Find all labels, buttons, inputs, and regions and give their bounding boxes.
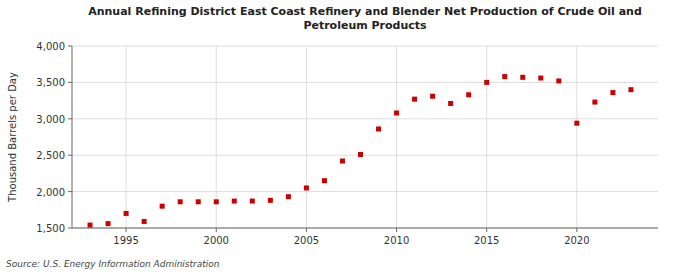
grid-line xyxy=(72,191,658,192)
point xyxy=(628,87,633,92)
point xyxy=(340,159,345,164)
point xyxy=(466,92,471,97)
point xyxy=(268,198,273,203)
axes: 1,500 2,000 2,500 3,000 3,500 4,000 1995 2000 20… xyxy=(36,41,658,246)
tick-mark xyxy=(68,82,72,83)
point xyxy=(394,110,399,115)
tick-mark xyxy=(306,228,307,232)
grid-line xyxy=(486,46,487,228)
tick-label: 1,500 xyxy=(36,223,65,234)
y-axis-line xyxy=(72,46,73,228)
point xyxy=(556,78,561,83)
tick-mark xyxy=(68,228,72,229)
tick-label: 4,000 xyxy=(36,41,65,52)
tick-label: 1995 xyxy=(113,235,138,246)
y-axis-label: Thousand Barrels per Day xyxy=(7,72,18,203)
point xyxy=(592,100,597,105)
tick-label: 3,500 xyxy=(36,77,65,88)
grid-line xyxy=(72,228,658,229)
grid-line xyxy=(72,82,658,83)
point xyxy=(430,94,435,99)
point xyxy=(286,194,291,199)
point xyxy=(610,90,615,95)
tick-label: 2005 xyxy=(294,235,319,246)
source-note: Source: U.S. Energy Information Administ… xyxy=(6,259,220,269)
point xyxy=(124,211,129,216)
point xyxy=(250,199,255,204)
point xyxy=(412,97,417,102)
tick-label: 2,000 xyxy=(36,187,65,198)
tick-label: 2010 xyxy=(384,235,409,246)
points xyxy=(88,74,634,228)
tick-mark xyxy=(486,228,487,232)
point xyxy=(376,126,381,131)
tick-mark xyxy=(68,155,72,156)
tick-label: 2020 xyxy=(564,235,589,246)
point xyxy=(214,199,219,204)
tick-mark xyxy=(216,228,217,232)
point xyxy=(304,185,309,190)
chart: Annual Refining District East Coast Refi… xyxy=(0,0,675,275)
title: Annual Refining District East Coast Refi… xyxy=(88,5,642,32)
point xyxy=(196,199,201,204)
tick-mark xyxy=(576,228,577,232)
grid-line xyxy=(126,46,127,228)
grid-line xyxy=(576,46,577,228)
grid-line xyxy=(306,46,307,228)
point xyxy=(484,80,489,85)
tick-mark xyxy=(68,46,72,47)
tick-mark xyxy=(126,228,127,232)
point xyxy=(232,199,237,204)
point xyxy=(574,121,579,126)
point xyxy=(520,75,525,80)
tick-label: 2015 xyxy=(474,235,499,246)
point xyxy=(322,178,327,183)
point xyxy=(160,204,165,209)
tick-mark xyxy=(68,191,72,192)
tick-label: 3,000 xyxy=(36,114,65,125)
x-axis-line xyxy=(72,228,658,229)
point xyxy=(142,219,147,224)
point xyxy=(358,152,363,157)
grid-line xyxy=(72,155,658,156)
grid-line xyxy=(72,46,658,47)
point xyxy=(106,221,111,226)
tick-label: 2,500 xyxy=(36,150,65,161)
tick-label: 2000 xyxy=(204,235,229,246)
point xyxy=(538,76,543,81)
title-line: Petroleum Products xyxy=(303,19,427,32)
grid xyxy=(72,46,658,228)
point xyxy=(88,223,93,228)
tick-mark xyxy=(396,228,397,232)
title-line: Annual Refining District East Coast Refi… xyxy=(88,5,642,18)
point xyxy=(448,101,453,106)
point xyxy=(178,199,183,204)
grid-line xyxy=(396,46,397,228)
tick-mark xyxy=(68,118,72,119)
point xyxy=(502,74,507,79)
grid-line xyxy=(72,118,658,119)
